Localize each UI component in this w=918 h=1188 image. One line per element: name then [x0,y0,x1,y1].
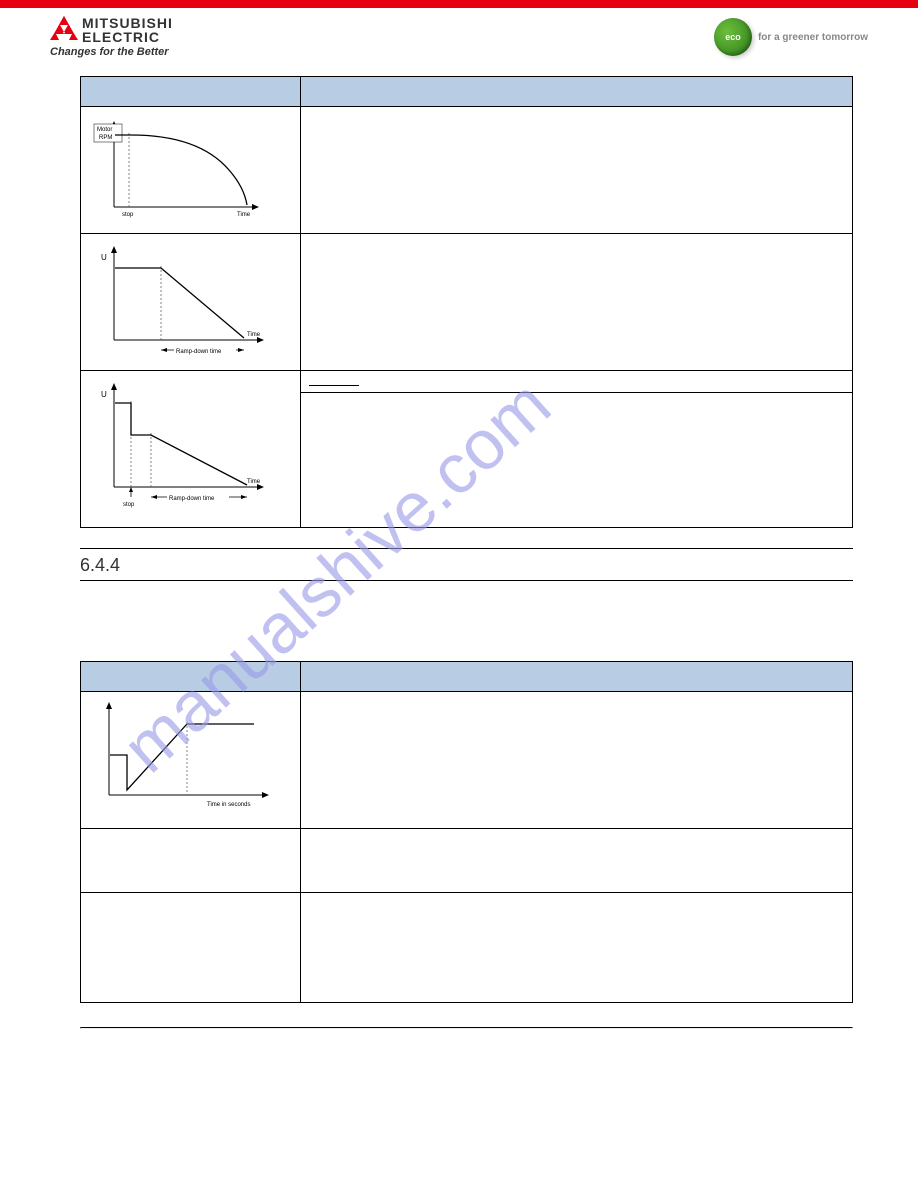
section-description [80,611,853,661]
svg-text:U: U [101,390,107,399]
voltage-step-ramp-diagram: U stop Ramp-down time Time [81,371,300,527]
svg-text:Time: Time [237,212,251,218]
table-row: Time in seconds [81,692,853,829]
footer-rule [80,1027,853,1029]
svg-text:Time in seconds: Time in seconds [207,802,250,808]
section-heading: 6.4.4 [80,549,853,581]
coast-stop-diagram: Motor RPM stop Time [81,107,300,233]
eco-block: eco for a greener tomorrow [714,18,868,56]
eco-tagline: for a greener tomorrow [758,32,868,43]
table-header [81,77,301,107]
table-header [301,77,853,107]
table-row [81,893,853,1003]
table-cell [301,107,853,234]
table-cell [301,692,853,829]
svg-text:Ramp-down time: Ramp-down time [176,349,222,355]
svg-text:stop: stop [123,502,135,508]
brand-line1: MITSUBISHI [82,16,173,30]
table-cell [81,893,301,1003]
table-row [81,829,853,893]
table-row: U stop Ramp-down time Time [81,371,853,528]
table-row: U Ramp-down time Time [81,234,853,371]
svg-text:stop: stop [122,212,134,218]
voltage-ramp-diagram: U Ramp-down time Time [81,234,300,370]
section-number: 6.4.4 [80,555,120,576]
stop-modes-table: Motor RPM stop Time [80,76,853,528]
page-content: manualshive.com Motor RPM sto [0,66,918,1059]
table-row: Motor RPM stop Time [81,107,853,234]
ramp-up-diagram: Time in seconds [81,692,300,828]
svg-text:U: U [101,253,107,262]
table-header [81,662,301,692]
mitsubishi-icon [50,16,78,42]
svg-text:Motor: Motor [97,127,112,133]
table-cell [301,893,853,1003]
brand-logo: MITSUBISHI ELECTRIC Changes for the Bett… [50,16,173,58]
svg-text:RPM: RPM [99,135,112,141]
page-header: MITSUBISHI ELECTRIC Changes for the Bett… [0,8,918,66]
svg-text:Ramp-down time: Ramp-down time [169,496,215,502]
svg-text:Time: Time [247,332,261,338]
separator-line [309,385,359,386]
table-cell [301,234,853,371]
table-cell [301,829,853,893]
brand-tagline: Changes for the Better [50,46,173,58]
brand-line2: ELECTRIC [82,30,173,44]
eco-badge-icon: eco [714,18,752,56]
table-header [301,662,853,692]
table-cell [301,371,853,528]
start-modes-table: Time in seconds [80,661,853,1003]
svg-text:Time: Time [247,479,261,485]
top-red-bar [0,0,918,8]
table-cell [81,829,301,893]
